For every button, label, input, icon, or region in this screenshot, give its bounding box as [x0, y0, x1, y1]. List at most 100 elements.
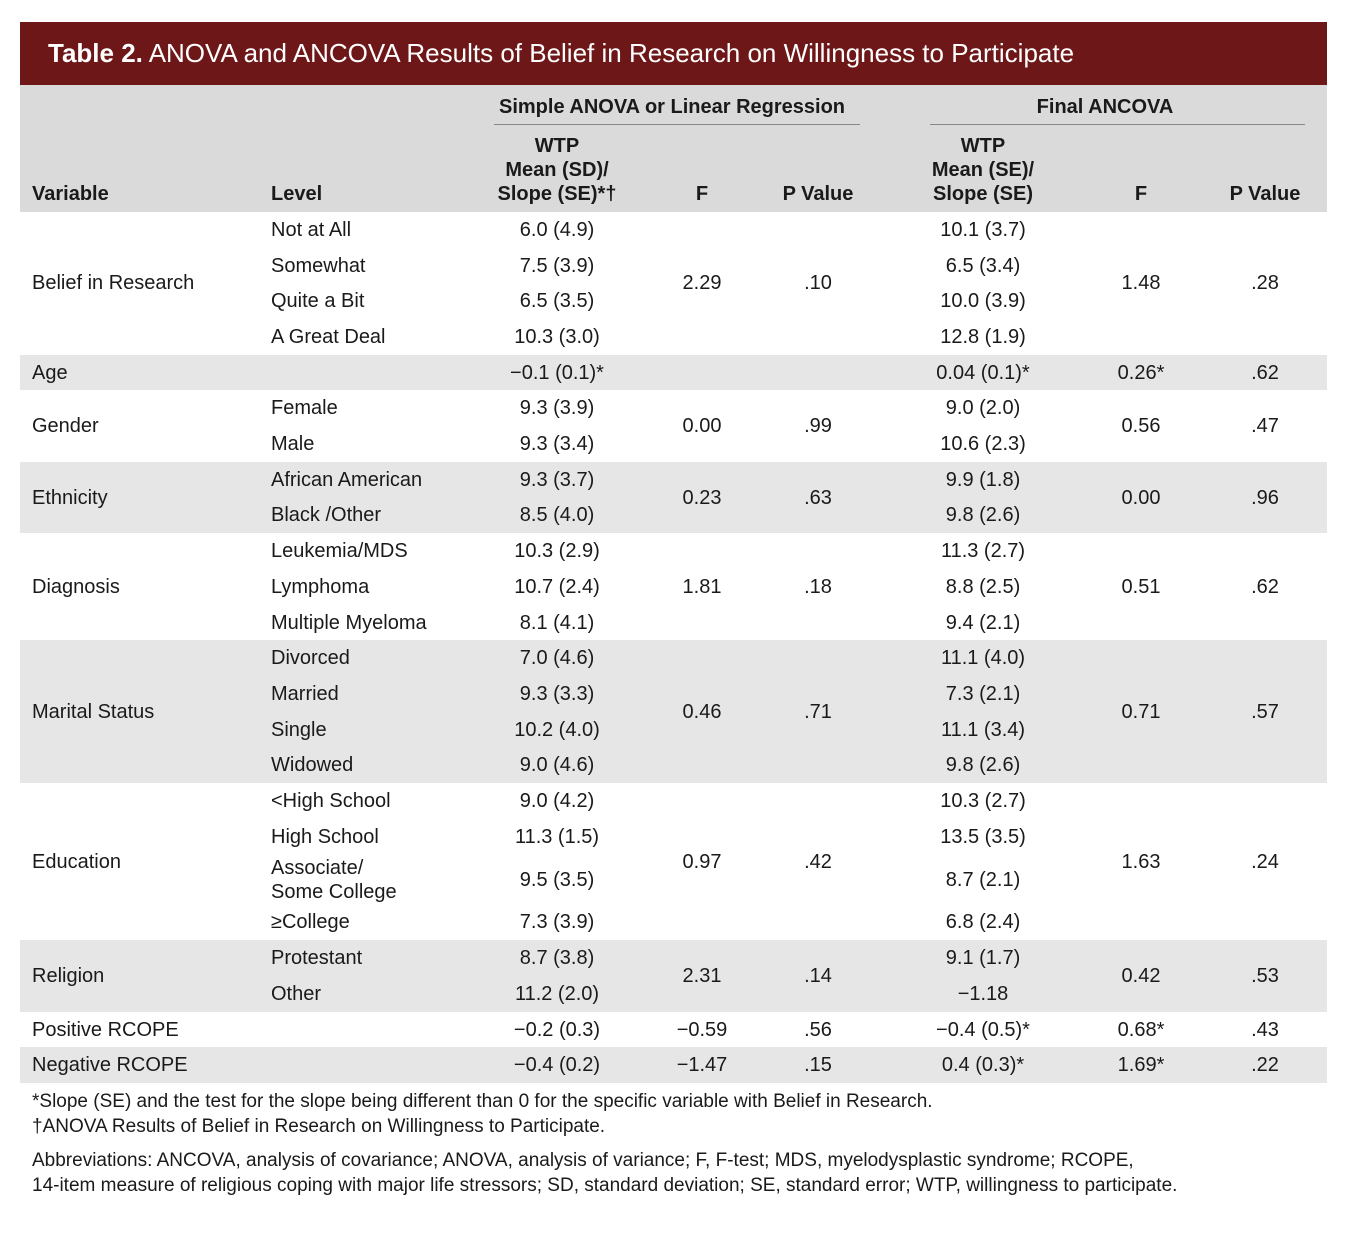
- stat-value: 0.56: [1121, 415, 1161, 438]
- group-rule: [930, 124, 1305, 125]
- wtp-value: 6.0 (4.9): [519, 218, 595, 241]
- stat-value: 0.71: [1121, 700, 1161, 723]
- wtp-value: 6.5 (3.5): [519, 290, 595, 313]
- wtp-value: −0.4 (0.5)*: [936, 1018, 1030, 1041]
- column-header: Variable: [32, 183, 109, 205]
- row-band: [20, 354, 1327, 391]
- stat-value: .96: [1251, 486, 1279, 509]
- abbreviations: Abbreviations: ANCOVA, analysis of covar…: [32, 1150, 1178, 1197]
- stat-value: .15: [804, 1054, 832, 1077]
- level-name: Multiple Myeloma: [271, 611, 427, 634]
- row-band: [20, 1047, 1327, 1084]
- wtp-value: 11.1 (3.4): [940, 718, 1026, 741]
- level-name: Quite a Bit: [271, 290, 365, 313]
- stat-value: 0.42: [1121, 965, 1161, 987]
- group-rule: [494, 124, 860, 125]
- wtp-value: 7.3 (2.1): [945, 682, 1021, 705]
- wtp-value: 9.0 (4.2): [519, 790, 595, 813]
- group-header: Final ANCOVA: [1036, 96, 1174, 118]
- level-name: Lymphoma: [271, 575, 370, 598]
- level-name: High School: [271, 825, 379, 848]
- level-name: Male: [271, 433, 315, 456]
- wtp-value: 12.8 (1.9): [940, 325, 1026, 348]
- wtp-value: 7.0 (4.6): [519, 647, 595, 670]
- wtp-value: 9.0 (4.6): [519, 754, 595, 777]
- table-title: ANOVA and ANCOVA Results of Belief in Re…: [148, 38, 1075, 68]
- stat-value: .56: [804, 1018, 832, 1041]
- variable-name: Positive RCOPE: [32, 1018, 179, 1041]
- stat-value: 1.69*: [1117, 1054, 1165, 1077]
- stat-value: −0.59: [676, 1018, 728, 1041]
- stat-value: .43: [1251, 1018, 1279, 1041]
- variable-name: Diagnosis: [32, 575, 120, 598]
- level-name: Female: [271, 397, 338, 420]
- stat-value: .22: [1251, 1054, 1279, 1077]
- stat-value: 0.00: [682, 415, 722, 438]
- wtp-value: 8.5 (4.0): [519, 504, 595, 527]
- variable-name: Age: [32, 361, 68, 384]
- variable-name: Religion: [32, 965, 105, 987]
- level-name: Associate/ Some College: [271, 856, 397, 903]
- stat-value: 0.51: [1121, 575, 1161, 598]
- wtp-value: −1.18: [957, 982, 1009, 1005]
- variable-name: Ethnicity: [32, 486, 108, 509]
- wtp-value: 0.4 (0.3)*: [941, 1054, 1025, 1077]
- wtp-value: 7.5 (3.9): [519, 254, 595, 277]
- level-name: A Great Deal: [271, 325, 386, 348]
- stat-value: .10: [804, 272, 832, 295]
- wtp-value: 11.3 (1.5): [514, 825, 600, 848]
- variable-name: Belief in Research: [32, 272, 195, 295]
- level-name: Somewhat: [271, 254, 366, 277]
- level-name: Leukemia/MDS: [271, 540, 408, 563]
- wtp-value: 10.3 (3.0): [514, 325, 600, 348]
- column-header: WTP Mean (SD)/ Slope (SE)*†: [497, 135, 617, 205]
- title-bar: Table 2. ANOVA and ANCOVA Results of Bel…: [20, 22, 1327, 85]
- stat-value: 0.23: [682, 486, 722, 509]
- wtp-value: 11.1 (4.0): [940, 647, 1026, 670]
- wtp-value: 8.1 (4.1): [519, 611, 595, 634]
- stat-value: 2.29: [682, 272, 722, 295]
- header-band: [20, 85, 1327, 212]
- wtp-value: 9.5 (3.5): [519, 868, 595, 891]
- wtp-value: 10.6 (2.3): [940, 433, 1026, 456]
- wtp-value: 9.8 (2.6): [945, 504, 1021, 527]
- column-header: F: [695, 183, 709, 205]
- level-name: Not at All: [271, 218, 352, 241]
- stat-value: .47: [1251, 415, 1279, 438]
- variable-name: Gender: [32, 415, 99, 438]
- row-band: [20, 461, 1327, 534]
- column-header: P Value: [1229, 183, 1301, 205]
- wtp-value: 8.7 (2.1): [945, 868, 1021, 891]
- wtp-value: 11.2 (2.0): [514, 982, 600, 1005]
- wtp-value: 10.1 (3.7): [940, 218, 1026, 241]
- wtp-value: −0.4 (0.2): [513, 1054, 601, 1077]
- wtp-value: −0.2 (0.3): [513, 1018, 601, 1041]
- variable-name: Marital Status: [32, 700, 155, 723]
- level-name: Other: [271, 982, 322, 1005]
- wtp-value: 8.8 (2.5): [945, 575, 1021, 598]
- wtp-value: 9.4 (2.1): [945, 611, 1021, 634]
- stat-value: .28: [1251, 272, 1279, 295]
- wtp-value: 9.0 (2.0): [945, 397, 1021, 420]
- stat-value: 0.00: [1121, 486, 1161, 509]
- row-band: [20, 940, 1327, 1012]
- level-name: Protestant: [271, 947, 363, 970]
- level-name: ≥College: [271, 911, 350, 934]
- stat-value: .18: [804, 575, 832, 598]
- wtp-value: 7.3 (3.9): [519, 911, 595, 934]
- wtp-value: 6.5 (3.4): [945, 254, 1021, 277]
- level-name: Widowed: [271, 754, 354, 777]
- variable-name: Negative RCOPE: [32, 1054, 188, 1077]
- stat-value: .14: [804, 965, 832, 987]
- column-header: P Value: [782, 183, 854, 205]
- stat-value: .71: [804, 700, 832, 723]
- stat-value: 0.26*: [1117, 361, 1165, 384]
- stat-value: 1.48: [1121, 272, 1161, 295]
- wtp-value: 10.3 (2.7): [940, 790, 1026, 813]
- wtp-value: 8.7 (3.8): [519, 947, 595, 970]
- wtp-value: 10.3 (2.9): [514, 540, 600, 563]
- wtp-value: 9.8 (2.6): [945, 754, 1021, 777]
- variable-name: Education: [32, 850, 121, 873]
- wtp-value: 10.0 (3.9): [940, 290, 1026, 313]
